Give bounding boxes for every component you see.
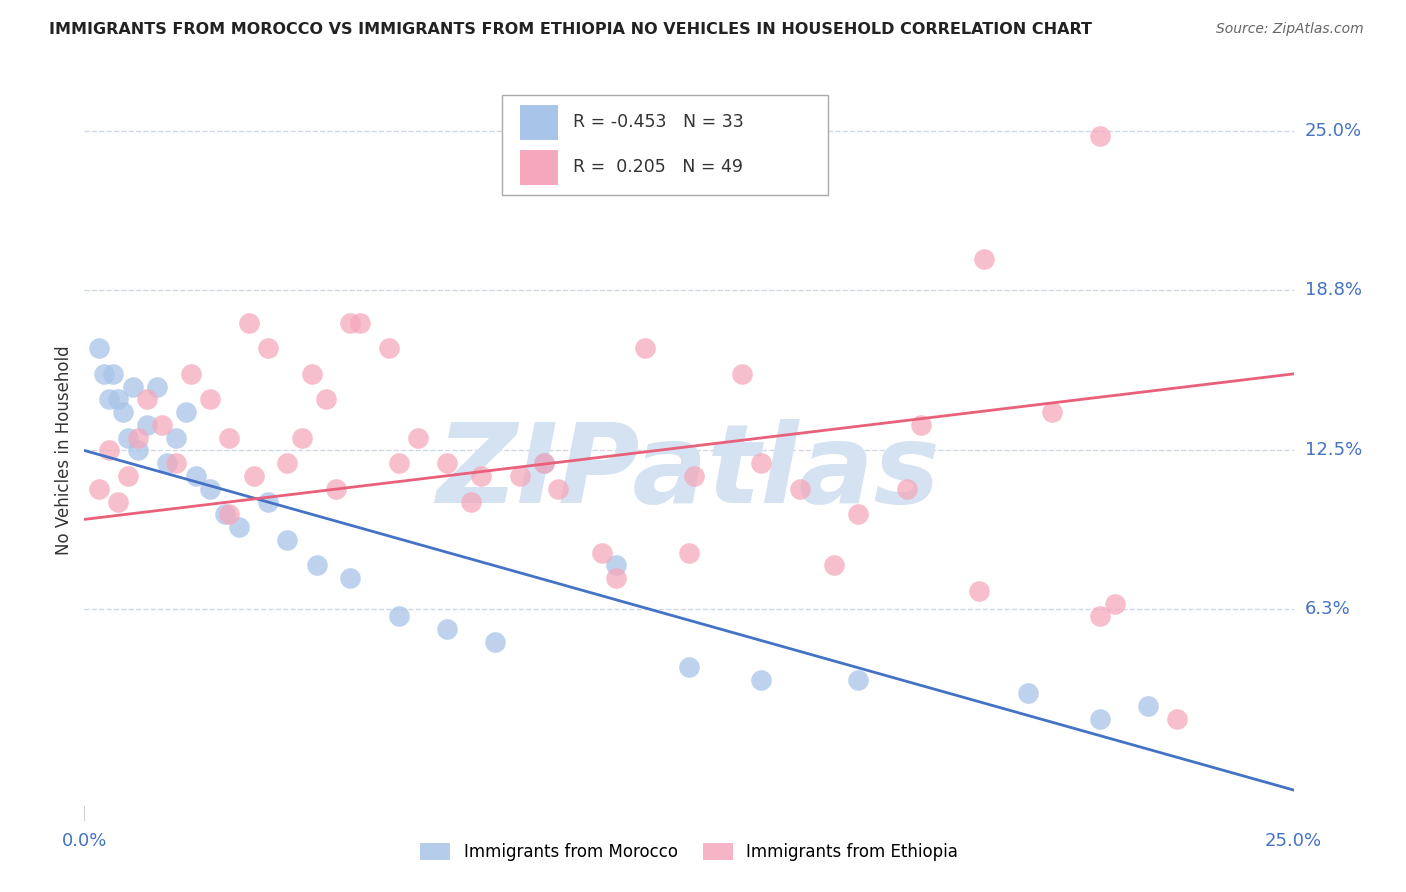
Point	[315, 392, 337, 407]
Point	[349, 316, 371, 330]
Point	[470, 469, 492, 483]
Point	[218, 508, 240, 522]
Point	[174, 405, 197, 419]
Point	[136, 417, 159, 432]
Point	[533, 456, 555, 470]
Point	[165, 456, 187, 470]
Point	[436, 456, 458, 470]
Text: 6.3%: 6.3%	[1305, 599, 1350, 618]
Text: ZIPatlas: ZIPatlas	[437, 419, 941, 526]
Point	[155, 456, 177, 470]
Point	[547, 482, 569, 496]
Legend: Immigrants from Morocco, Immigrants from Ethiopia: Immigrants from Morocco, Immigrants from…	[413, 837, 965, 868]
Point	[846, 508, 869, 522]
Point	[214, 508, 236, 522]
Point	[910, 417, 932, 432]
Point	[325, 482, 347, 496]
Point	[146, 379, 169, 393]
Point	[136, 392, 159, 407]
Point	[967, 583, 990, 598]
Point	[150, 417, 173, 432]
Point	[93, 367, 115, 381]
Point	[238, 316, 260, 330]
Point	[378, 342, 401, 356]
Point	[180, 367, 202, 381]
Text: 12.5%: 12.5%	[1305, 442, 1362, 459]
Point	[121, 379, 143, 393]
Text: Source: ZipAtlas.com: Source: ZipAtlas.com	[1216, 22, 1364, 37]
Text: 18.8%: 18.8%	[1305, 281, 1361, 299]
Point	[242, 469, 264, 483]
Point	[165, 431, 187, 445]
Point	[291, 431, 314, 445]
Y-axis label: No Vehicles in Household: No Vehicles in Household	[55, 345, 73, 556]
Point	[107, 494, 129, 508]
Point	[751, 673, 773, 688]
Point	[276, 456, 298, 470]
Point	[117, 431, 139, 445]
Point	[257, 342, 280, 356]
Point	[436, 622, 458, 636]
Text: R =  0.205   N = 49: R = 0.205 N = 49	[572, 158, 742, 177]
Point	[257, 494, 280, 508]
Point	[339, 571, 361, 585]
Point	[103, 367, 125, 381]
Point	[605, 558, 627, 573]
FancyBboxPatch shape	[520, 150, 558, 185]
Point	[823, 558, 845, 573]
Text: IMMIGRANTS FROM MOROCCO VS IMMIGRANTS FROM ETHIOPIA NO VEHICLES IN HOUSEHOLD COR: IMMIGRANTS FROM MOROCCO VS IMMIGRANTS FR…	[49, 22, 1092, 37]
FancyBboxPatch shape	[502, 95, 828, 195]
Point	[1088, 609, 1111, 624]
Point	[591, 545, 613, 559]
Point	[87, 342, 110, 356]
Point	[846, 673, 869, 688]
Point	[97, 392, 120, 407]
Point	[460, 494, 482, 508]
Point	[682, 469, 704, 483]
Point	[97, 443, 120, 458]
Point	[301, 367, 323, 381]
Point	[533, 456, 555, 470]
Point	[605, 571, 627, 585]
Point	[127, 431, 149, 445]
Point	[1137, 698, 1160, 713]
Point	[751, 456, 773, 470]
Point	[509, 469, 531, 483]
Text: 0.0%: 0.0%	[62, 831, 107, 850]
Point	[731, 367, 754, 381]
Point	[276, 533, 298, 547]
Point	[305, 558, 328, 573]
Point	[198, 392, 221, 407]
Point	[107, 392, 129, 407]
Point	[87, 482, 110, 496]
Point	[112, 405, 135, 419]
Point	[634, 342, 657, 356]
Point	[117, 469, 139, 483]
Point	[1088, 129, 1111, 144]
Point	[896, 482, 918, 496]
Point	[789, 482, 811, 496]
Point	[388, 609, 411, 624]
Point	[184, 469, 207, 483]
Point	[218, 431, 240, 445]
Point	[1088, 712, 1111, 726]
Text: R = -0.453   N = 33: R = -0.453 N = 33	[572, 113, 744, 131]
Point	[1017, 686, 1039, 700]
Point	[339, 316, 361, 330]
Point	[678, 660, 700, 674]
Point	[973, 252, 995, 266]
Point	[678, 545, 700, 559]
FancyBboxPatch shape	[520, 104, 558, 140]
Point	[406, 431, 429, 445]
Point	[1104, 597, 1126, 611]
Point	[127, 443, 149, 458]
Text: 25.0%: 25.0%	[1265, 831, 1322, 850]
Point	[1166, 712, 1188, 726]
Text: 25.0%: 25.0%	[1305, 122, 1362, 140]
Point	[228, 520, 250, 534]
Point	[484, 635, 506, 649]
Point	[198, 482, 221, 496]
Point	[1040, 405, 1063, 419]
Point	[388, 456, 411, 470]
